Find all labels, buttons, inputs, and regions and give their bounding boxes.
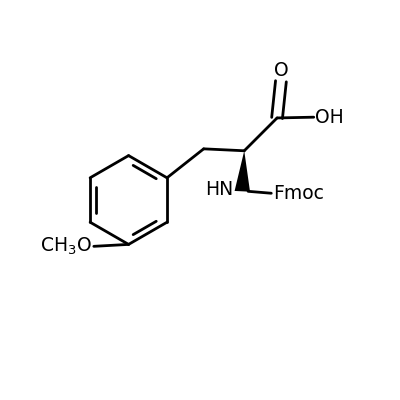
Text: CH$_3$O: CH$_3$O	[40, 236, 92, 257]
Text: HN: HN	[205, 180, 233, 199]
Text: Fmoc: Fmoc	[273, 184, 324, 203]
Text: OH: OH	[315, 108, 344, 127]
Polygon shape	[235, 151, 250, 192]
Text: O: O	[274, 61, 288, 80]
